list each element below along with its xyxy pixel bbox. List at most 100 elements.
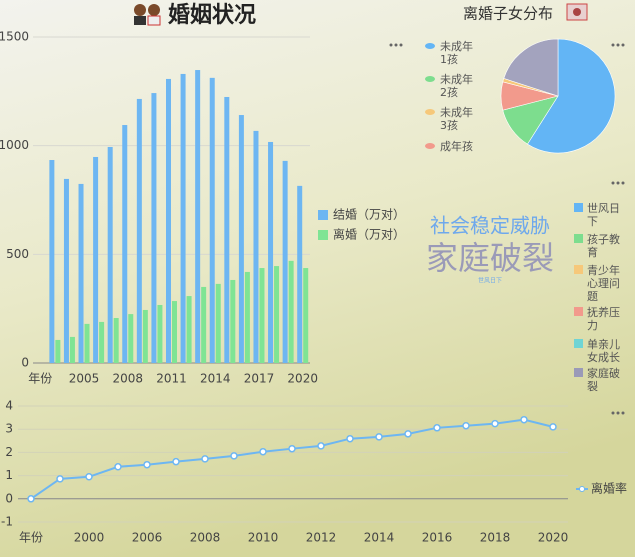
legend-label: 离婚率 xyxy=(591,481,627,496)
y-tick-label: 3 xyxy=(5,422,13,436)
point xyxy=(201,455,209,463)
legend-swatch xyxy=(574,203,583,212)
bar xyxy=(297,185,303,363)
y-tick-label: 4 xyxy=(5,399,13,413)
bar xyxy=(107,146,113,363)
chart-title: 婚姻状况 xyxy=(168,2,256,28)
cloud-word: 家庭破裂 xyxy=(426,239,554,277)
x-tick-label: 2010 xyxy=(248,531,279,545)
pie-slice xyxy=(527,38,616,154)
legend-label-box: 家庭破裂 xyxy=(587,367,620,393)
x-tick-label: 2008 xyxy=(190,531,221,545)
bar xyxy=(180,73,186,364)
legend-swatch xyxy=(574,368,583,377)
legend-label: 世风日下 xyxy=(587,202,620,228)
bar xyxy=(84,323,90,363)
legend-label-box: 青少年心理问题 xyxy=(587,264,620,303)
bar xyxy=(128,314,134,363)
legend-label: 结婚（万对） xyxy=(333,208,405,222)
point xyxy=(433,424,441,432)
y-tick-label: 1500 xyxy=(0,30,29,44)
x-tick-label: 年份 xyxy=(28,372,52,386)
toolbox-icons xyxy=(389,43,625,415)
legend-label: 未成年2孩 xyxy=(440,73,473,99)
bar xyxy=(93,156,99,363)
legend-icon xyxy=(425,76,435,82)
y-tick-label: -1 xyxy=(1,515,13,529)
point xyxy=(56,475,64,483)
title-icon xyxy=(134,4,161,26)
bar xyxy=(288,260,294,363)
point xyxy=(85,473,93,481)
legend-label-box: 未成年1孩 xyxy=(440,40,473,66)
legend-label: 青少年心理问题 xyxy=(587,264,620,303)
x-tick-label: 2008 xyxy=(112,372,143,386)
point xyxy=(375,433,383,441)
bar xyxy=(201,286,207,363)
legend-swatch xyxy=(574,339,583,348)
legend-label-box: 单亲儿女成长 xyxy=(587,338,620,364)
bar xyxy=(268,141,274,363)
point xyxy=(259,447,267,456)
x-tick-label: 2014 xyxy=(200,372,231,386)
bar xyxy=(142,309,148,363)
legend-swatch xyxy=(318,230,328,240)
pie-icon xyxy=(566,3,588,21)
bar xyxy=(303,268,309,363)
bar xyxy=(244,271,250,363)
legend-label: 家庭破裂 xyxy=(587,367,620,393)
x-tick-label: 2011 xyxy=(156,372,187,386)
point xyxy=(288,444,296,453)
x-tick-label: 2017 xyxy=(244,372,275,386)
point xyxy=(404,430,412,438)
bar xyxy=(157,304,163,363)
y-tick-label: 1000 xyxy=(0,138,29,152)
x-tick-label: 年份 xyxy=(19,531,43,545)
point xyxy=(143,460,151,469)
bar xyxy=(136,98,142,363)
bar xyxy=(209,77,215,363)
legend-label: 成年孩 xyxy=(440,140,473,153)
x-tick-label: 2014 xyxy=(364,531,395,545)
point xyxy=(346,434,354,443)
point xyxy=(317,442,325,450)
legend-icon xyxy=(425,43,435,49)
bar xyxy=(282,160,288,363)
bar xyxy=(186,296,192,363)
x-tick-label: 2018 xyxy=(480,531,511,545)
x-tick-label: 2020 xyxy=(538,531,569,545)
x-tick-label: 2016 xyxy=(422,531,453,545)
legend-icon xyxy=(425,109,435,115)
point xyxy=(520,415,528,424)
legend-label-box: 孩子教育 xyxy=(587,233,620,259)
y-tick-label: 500 xyxy=(6,247,29,261)
point xyxy=(230,452,238,460)
bar xyxy=(172,301,177,363)
bar xyxy=(224,96,230,363)
legend-label: 未成年1孩 xyxy=(440,40,473,66)
bar xyxy=(253,130,259,363)
bar xyxy=(78,183,84,363)
bar xyxy=(259,268,265,363)
bar xyxy=(166,78,171,363)
bar xyxy=(63,178,69,363)
point xyxy=(462,421,470,430)
bar xyxy=(215,283,221,363)
bar xyxy=(49,160,55,363)
x-tick-label: 2020 xyxy=(287,372,318,386)
bar xyxy=(151,93,157,364)
legend-point xyxy=(579,486,585,492)
bar xyxy=(230,279,236,363)
legend-label-box: 未成年3孩 xyxy=(440,106,473,132)
legend-label: 离婚（万对） xyxy=(333,227,405,242)
y-tick-label: 0 xyxy=(21,356,29,370)
bar xyxy=(122,125,128,364)
chart-title: 离婚子女分布 xyxy=(463,5,553,23)
legend-label: 未成年3孩 xyxy=(440,106,473,132)
y-tick-label: 2 xyxy=(5,445,13,459)
bar xyxy=(99,321,105,363)
legend-label: 单亲儿女成长 xyxy=(587,338,620,364)
legend-label-box: 抚养压力 xyxy=(587,306,620,332)
legend-swatch xyxy=(574,307,583,316)
